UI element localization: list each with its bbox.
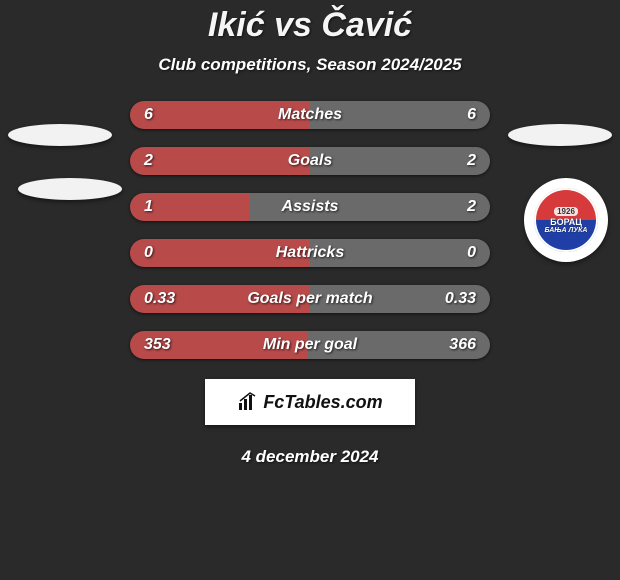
crest-top-text: БОРАЦ	[550, 217, 582, 227]
stat-bar-right	[310, 101, 490, 129]
crest-bottom-text: БАЊА ЛУКА	[545, 227, 588, 234]
crest-year: 1926	[554, 207, 578, 216]
page-title: Ikić vs Čavić	[0, 0, 620, 45]
player-left-badge-2	[18, 178, 122, 200]
stat-bar-left	[130, 101, 310, 129]
stat-bar-left	[130, 239, 310, 267]
player-left-badge-1	[8, 124, 112, 146]
club-crest: 1926 БОРАЦ БАЊА ЛУКА	[524, 178, 608, 262]
stat-bar-left	[130, 331, 307, 359]
stat-row: 353366Min per goal	[130, 331, 490, 359]
stat-bar-left	[130, 193, 250, 221]
page-subtitle: Club competitions, Season 2024/2025	[0, 55, 620, 75]
stat-row: 12Assists	[130, 193, 490, 221]
stat-row: 66Matches	[130, 101, 490, 129]
stat-bar-right	[250, 193, 490, 221]
stat-row: 0.330.33Goals per match	[130, 285, 490, 313]
fctables-label: FcTables.com	[263, 392, 382, 413]
stats-card: Ikić vs Čavić Club competitions, Season …	[0, 0, 620, 580]
stat-bar-right	[310, 147, 490, 175]
chart-icon	[237, 392, 257, 412]
player-right-badge-1	[508, 124, 612, 146]
stat-bar-right	[310, 239, 490, 267]
stat-row: 00Hattricks	[130, 239, 490, 267]
footer-date: 4 december 2024	[0, 447, 620, 467]
stat-row: 22Goals	[130, 147, 490, 175]
club-crest-inner: 1926 БОРАЦ БАЊА ЛУКА	[534, 188, 598, 252]
stat-bar-right	[307, 331, 490, 359]
stat-bar-right	[310, 285, 490, 313]
fctables-badge[interactable]: FcTables.com	[205, 379, 415, 425]
stat-bar-left	[130, 285, 310, 313]
stat-bar-left	[130, 147, 310, 175]
